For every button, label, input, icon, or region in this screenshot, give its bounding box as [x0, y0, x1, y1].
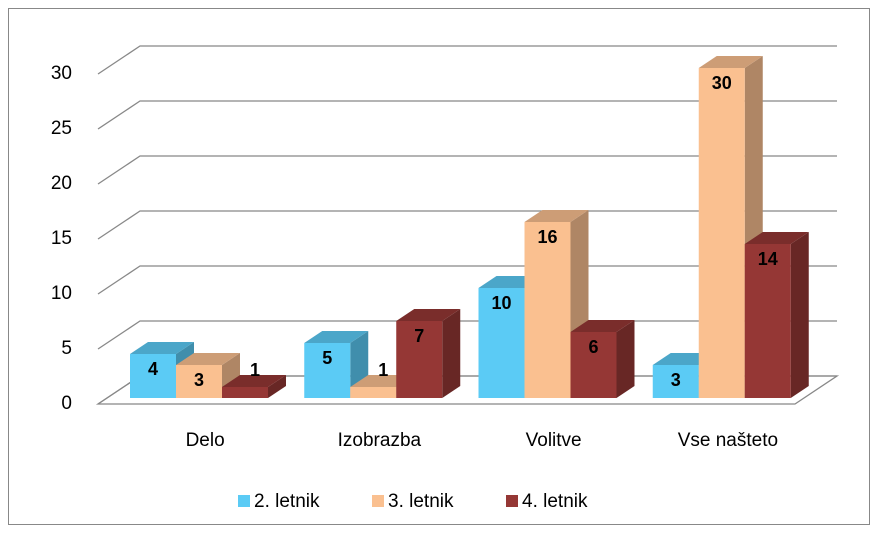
bar-top: [698, 56, 763, 68]
bar-front: [396, 321, 443, 398]
bar-front: [478, 288, 525, 398]
bar-side: [268, 375, 286, 398]
legend-label: 4. letnik: [522, 491, 588, 512]
data-label: 1: [250, 360, 260, 380]
bar-front: [130, 354, 176, 398]
bar-front: [698, 68, 745, 398]
y-tick-label: 25: [51, 118, 72, 139]
data-label: 3: [194, 370, 204, 390]
data-label: 30: [712, 73, 732, 93]
data-label: 4: [148, 359, 158, 379]
bar-top: [744, 232, 809, 244]
legend-swatch: [506, 495, 518, 507]
bar-top: [130, 342, 194, 354]
data-label: 5: [322, 348, 332, 368]
bar-side: [790, 232, 809, 398]
bar: [570, 320, 635, 398]
legend-label: 2. letnik: [254, 491, 320, 512]
legend-swatch: [372, 495, 384, 507]
data-label: 16: [537, 227, 557, 247]
bar-front: [350, 387, 397, 398]
y-tick-label: 10: [51, 283, 72, 304]
grid-line: [97, 100, 837, 130]
data-label: 14: [758, 249, 778, 269]
x-tick-label: Vse našteto: [678, 430, 778, 451]
y-tick-label: 5: [61, 338, 72, 359]
x-tick-label: Delo: [186, 430, 225, 451]
bar-front: [652, 365, 699, 398]
y-tick-label: 30: [51, 63, 72, 84]
data-label: 10: [491, 293, 511, 313]
bar-front: [524, 222, 571, 398]
bar-side: [442, 309, 461, 398]
bar-top: [176, 353, 240, 365]
y-tick-label: 20: [51, 173, 72, 194]
y-tick-label: 0: [61, 393, 72, 414]
bar-front: [222, 387, 268, 398]
data-label: 3: [671, 370, 681, 390]
bar-side: [616, 320, 635, 398]
bar: [744, 232, 809, 398]
bar-front: [304, 343, 351, 398]
bar-top: [304, 331, 369, 343]
grid-line: [97, 210, 837, 240]
bar-front: [570, 332, 617, 398]
bar-top: [570, 320, 635, 332]
data-label: 6: [588, 337, 598, 357]
x-tick-label: Izobrazba: [338, 430, 422, 451]
bar-front: [176, 365, 222, 398]
grid-line: [97, 265, 837, 295]
bar-top: [222, 375, 286, 387]
data-label: 1: [378, 360, 388, 380]
y-tick-label: 15: [51, 228, 72, 249]
bar: [396, 309, 461, 398]
bar: [304, 331, 369, 398]
x-tick-label: Volitve: [526, 430, 582, 451]
bar-top: [524, 210, 589, 222]
bar: [222, 375, 286, 398]
bar-top: [396, 309, 461, 321]
legend-swatch: [238, 495, 250, 507]
floor: [95, 375, 840, 405]
grid-line: [97, 155, 837, 185]
grid-line: [97, 45, 837, 75]
data-label: 7: [414, 326, 424, 346]
bar-front: [744, 244, 791, 398]
legend-label: 3. letnik: [388, 491, 454, 512]
